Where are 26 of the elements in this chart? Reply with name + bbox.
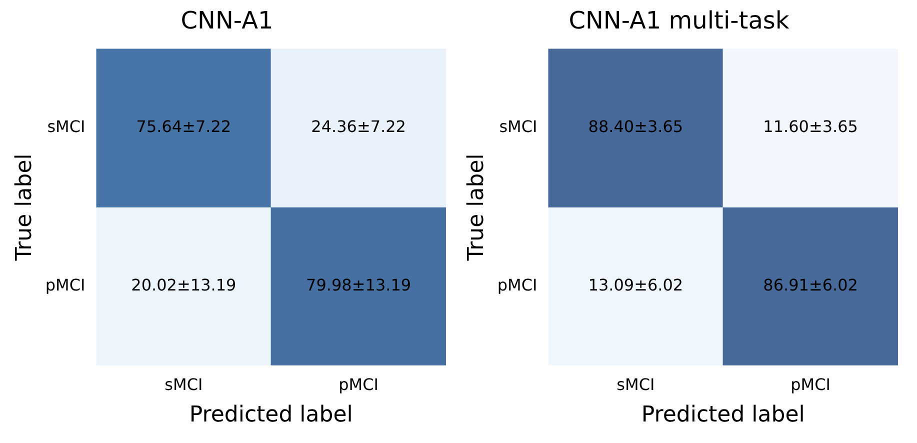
annotation: ±3.65: [808, 117, 858, 136]
data-label: 24.36: [311, 117, 357, 136]
data-label: 75.64: [136, 117, 182, 136]
y-axis-title: True label: [464, 154, 489, 262]
y-axis-title: True label: [12, 154, 37, 262]
data-label: 20.02: [131, 275, 177, 294]
x-tick-label: sMCI: [164, 375, 203, 394]
data-label: 88.40: [588, 117, 634, 136]
x-axis-title: Predicted label: [189, 402, 353, 428]
x-tick-label: pMCI: [338, 375, 378, 394]
x-tick-label: pMCI: [790, 375, 830, 394]
x-axis-title: Predicted label: [641, 402, 805, 428]
annotation: ±3.65: [634, 117, 684, 136]
data-label: 79.98: [306, 275, 352, 294]
annotation: ±7.22: [356, 117, 406, 136]
x-tick-label: sMCI: [616, 375, 655, 394]
data-label: 11.60: [763, 117, 809, 136]
annotation: ±13.19: [352, 275, 412, 294]
annotation: ±7.22: [182, 117, 232, 136]
annotation: ±13.19: [176, 275, 236, 294]
data-label: 86.91: [763, 275, 809, 294]
annotation: ±6.02: [634, 275, 684, 294]
annotation: ±6.02: [808, 275, 858, 294]
chart-title: CNN-A1: [180, 6, 274, 35]
data-label: 13.09: [588, 275, 634, 294]
chart-title: CNN-A1 multi-task: [568, 6, 790, 35]
